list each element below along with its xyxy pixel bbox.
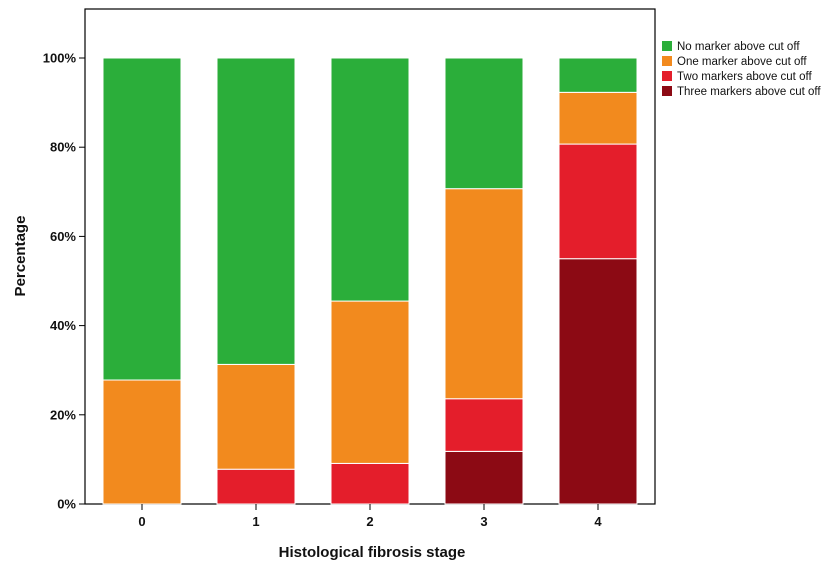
bar-segment (444, 57, 524, 190)
x-axis-title: Histological fibrosis stage (279, 544, 466, 561)
legend-label: No marker above cut off (677, 41, 800, 53)
legend-swatch (662, 71, 672, 81)
bar-segment (558, 143, 638, 260)
legend-swatch (662, 56, 672, 66)
y-tick-label: 20% (50, 407, 76, 422)
x-tick-label: 0 (138, 514, 145, 529)
x-tick-label: 1 (252, 514, 259, 529)
bar-segment (558, 91, 638, 145)
legend-swatch (662, 41, 672, 51)
bar-segment (102, 379, 182, 505)
y-tick-label: 80% (50, 140, 76, 155)
bar-segment (444, 398, 524, 452)
bar-segment (444, 450, 524, 505)
legend: No marker above cut off One marker above … (662, 41, 821, 98)
bar-segment (330, 57, 410, 302)
x-tick-label: 2 (366, 514, 373, 529)
y-tick-label: 60% (50, 229, 76, 244)
bar-segment (216, 468, 296, 505)
y-tick-label: 0% (57, 497, 76, 512)
legend-label: Three markers above cut off (677, 86, 821, 98)
bar-segment (216, 57, 296, 365)
legend-swatch (662, 86, 672, 96)
bar-segment (558, 258, 638, 505)
bar-segment (330, 462, 410, 505)
bar-segment (102, 57, 182, 381)
x-tick-label: 3 (480, 514, 487, 529)
y-tick-label: 100% (43, 51, 77, 66)
y-axis: 0% 20% 40% 60% 80% 100% (43, 51, 85, 512)
x-tick-label: 4 (594, 514, 602, 529)
y-tick-label: 40% (50, 318, 76, 333)
y-axis-title: Percentage (12, 216, 29, 297)
bar-segment (444, 188, 524, 400)
x-axis: 0 1 2 3 4 (138, 504, 602, 529)
legend-label: One marker above cut off (677, 56, 807, 68)
legend-label: Two markers above cut off (677, 71, 812, 83)
bar-segment (558, 57, 638, 93)
bar-segment (216, 363, 296, 470)
bars-group (102, 57, 638, 505)
bar-segment (330, 300, 410, 464)
